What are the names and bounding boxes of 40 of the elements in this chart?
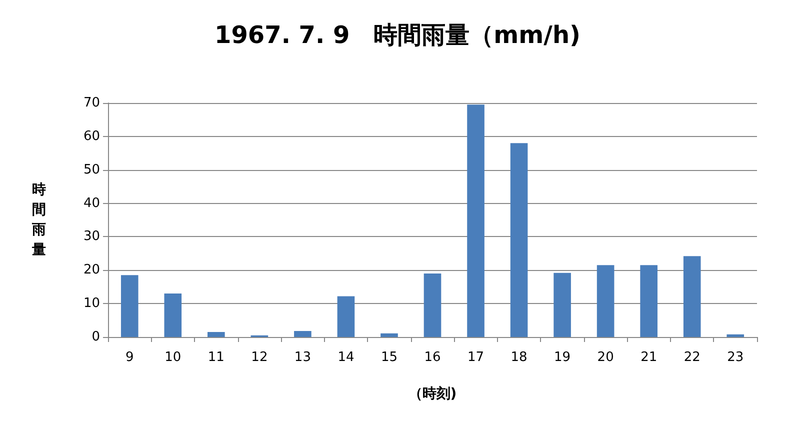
y-tick-label: 50 (83, 162, 100, 178)
x-tick-label: 20 (597, 350, 614, 365)
y-tick-label: 10 (83, 296, 100, 312)
bar (208, 332, 225, 337)
y-tick-label: 40 (83, 196, 100, 211)
chart-title: 1967. 7. 9 時間雨量（mm/h) (214, 21, 580, 49)
x-tick-label: 19 (554, 350, 571, 365)
bar (640, 265, 658, 337)
x-tick-label: 9 (125, 350, 134, 365)
bar (337, 296, 355, 337)
x-tick-label: 21 (640, 350, 658, 365)
bar (596, 265, 614, 337)
x-tick-label: 12 (251, 350, 268, 365)
x-tick-label: 18 (510, 350, 528, 365)
x-tick-label: 14 (338, 350, 354, 365)
y-tick-label: 70 (83, 96, 100, 110)
y-tick-label: 60 (83, 128, 100, 144)
bar (380, 333, 398, 337)
x-axis-title: （時刻) (408, 385, 457, 402)
x-tick-label: 22 (684, 350, 700, 365)
bar (294, 330, 312, 337)
x-tick-label: 13 (294, 350, 311, 365)
x-tick-label: 23 (727, 350, 744, 365)
bar (683, 256, 701, 337)
bar (726, 334, 744, 337)
bar (164, 294, 182, 337)
y-tick-label: 20 (83, 262, 100, 278)
y-axis-title: 時間雨量 (31, 182, 46, 258)
x-tick-label: 16 (424, 350, 441, 365)
y-tick-label: 30 (83, 229, 100, 244)
bar (120, 275, 138, 337)
x-tick-label: 10 (164, 350, 182, 365)
x-tick-label: 15 (380, 350, 398, 365)
bar (510, 143, 528, 337)
bar (467, 104, 484, 337)
x-tick-label: 17 (467, 350, 484, 365)
bar (554, 272, 571, 337)
y-tick-label: 0 (92, 330, 100, 344)
x-tick-label: 11 (208, 350, 224, 365)
bar (424, 273, 442, 337)
